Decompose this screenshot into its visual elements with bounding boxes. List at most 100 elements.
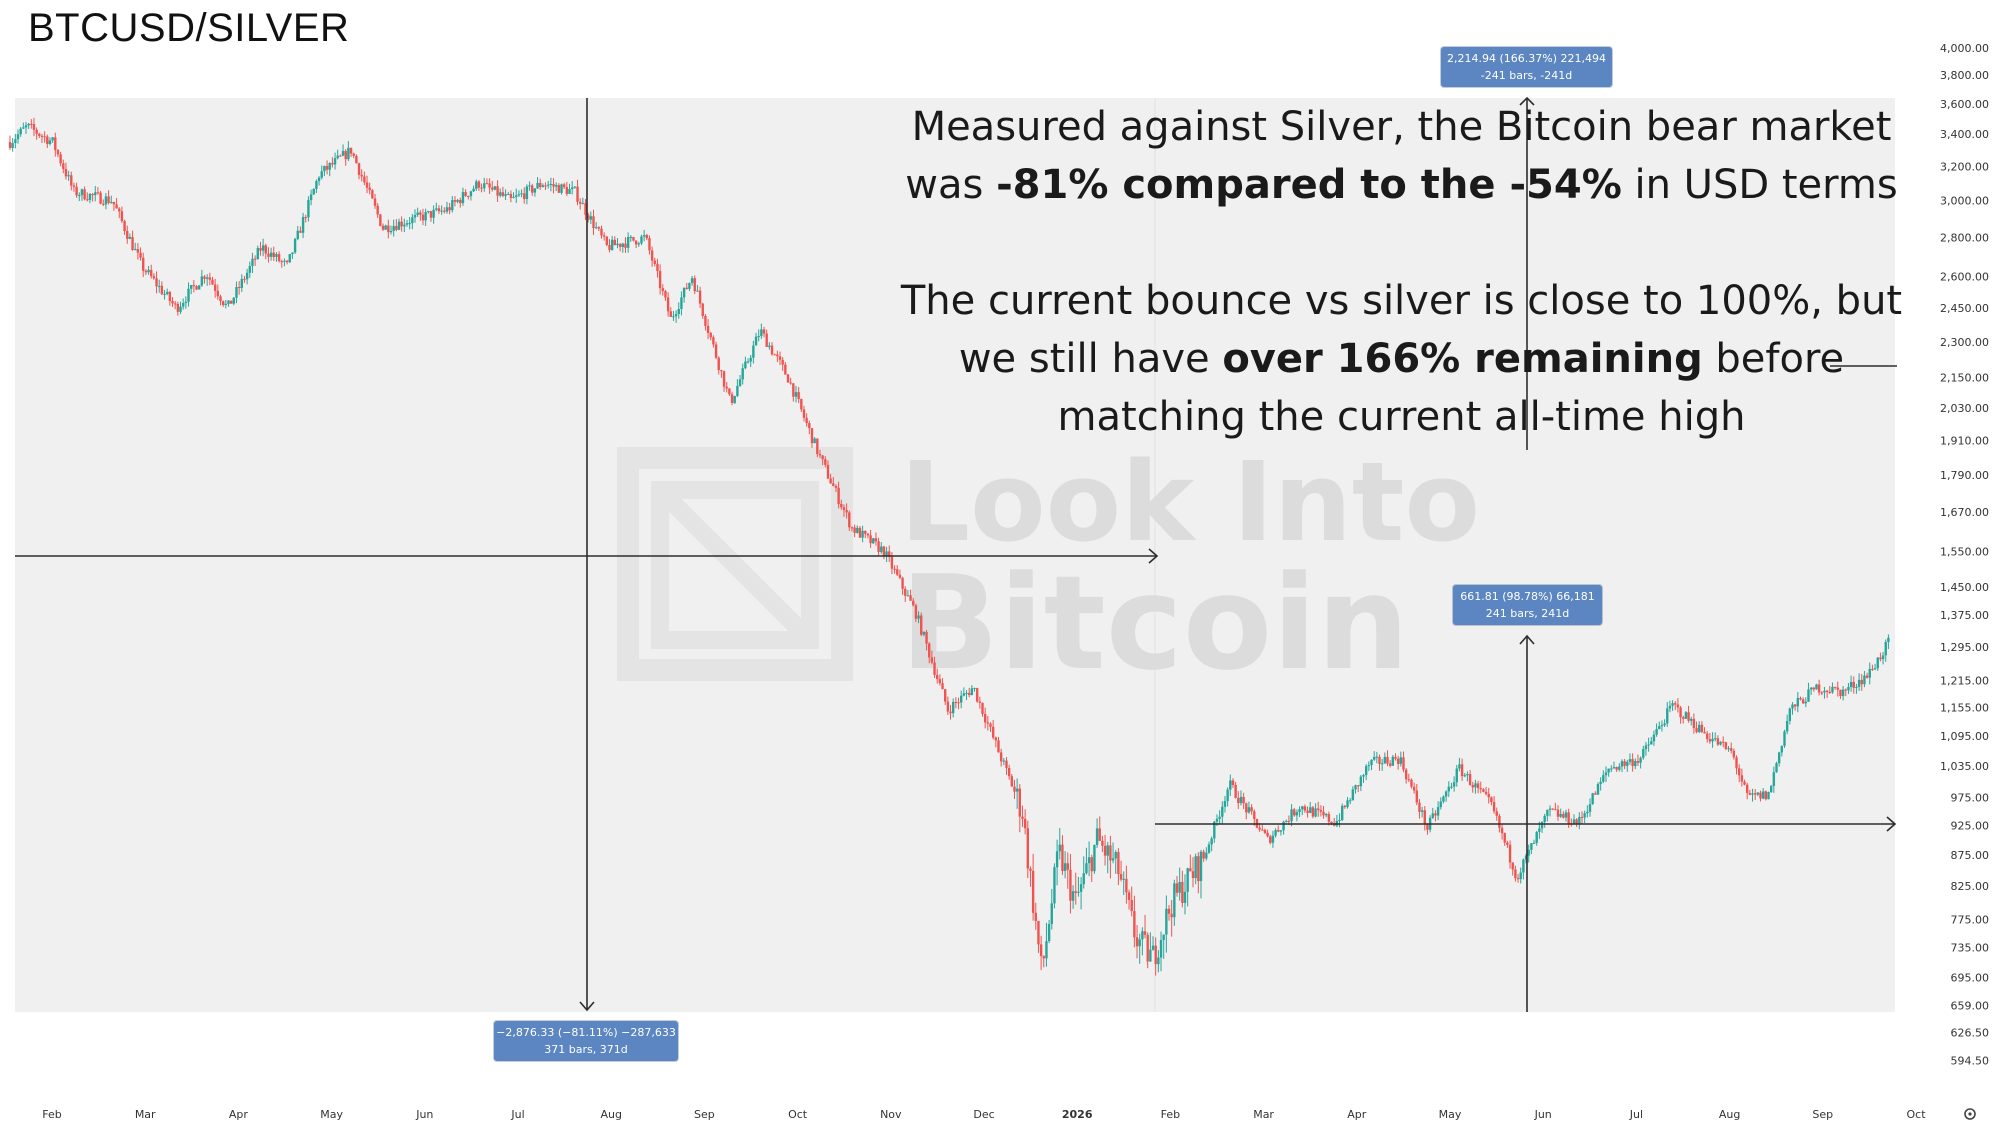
candle-body	[285, 260, 289, 263]
candle-body	[608, 245, 611, 250]
candle-body	[504, 194, 507, 196]
candle-body	[1823, 690, 1826, 693]
candle-body	[1825, 690, 1829, 692]
candle-body	[712, 337, 715, 345]
candle-body	[1711, 738, 1714, 742]
candle-body	[1844, 689, 1847, 691]
candle-body	[421, 214, 425, 221]
candle-body	[1447, 786, 1450, 792]
candle-body	[602, 235, 606, 237]
candle-body	[1804, 701, 1808, 704]
x-tick-label: Sep	[694, 1108, 715, 1121]
candle-body	[267, 253, 270, 257]
candle-body	[1730, 748, 1733, 751]
candle-body	[1069, 869, 1072, 901]
y-tick-label: 1,095.00	[1940, 730, 1989, 743]
candle-body	[1194, 856, 1197, 878]
candle-body	[1716, 738, 1720, 745]
x-tick-label: May	[320, 1108, 343, 1121]
candle-body	[959, 695, 963, 703]
candle-body	[1415, 790, 1419, 803]
candle-body	[14, 139, 17, 144]
candle-body	[1356, 785, 1360, 787]
candle-body	[299, 230, 302, 233]
candle-body	[288, 254, 291, 263]
x-tick-label: May	[1439, 1108, 1462, 1121]
candle-body	[1285, 820, 1288, 822]
candle-body	[1511, 862, 1514, 870]
candle-body	[680, 297, 683, 309]
candle-body	[1751, 793, 1754, 795]
candle-body	[384, 225, 387, 230]
candle-body	[877, 541, 880, 552]
candle-body	[1111, 858, 1115, 861]
candle-body	[1253, 811, 1256, 819]
candle-body	[717, 357, 720, 371]
candle-body	[1839, 689, 1842, 697]
candle-body	[1159, 939, 1163, 958]
x-tick-label: Oct	[788, 1108, 808, 1121]
candle-body	[933, 662, 936, 675]
candle-body	[112, 201, 116, 205]
watermark-line2: Bitcoin	[900, 547, 1409, 699]
candle-body	[1865, 675, 1869, 678]
candle-body	[1218, 816, 1221, 819]
candle-body	[501, 192, 505, 196]
gear-icon[interactable]	[1964, 1108, 1976, 1120]
candle-body	[38, 133, 41, 136]
candle-body	[845, 510, 848, 513]
candle-body	[72, 185, 76, 187]
candle-body	[365, 182, 369, 188]
candle-body	[1407, 779, 1411, 781]
candle-body	[1567, 812, 1570, 824]
candle-body	[1583, 813, 1586, 818]
candle-body	[1047, 924, 1051, 942]
watermark: Look Into Bitcoin	[617, 438, 1480, 699]
candle-body	[1015, 788, 1019, 792]
candle-body	[387, 225, 390, 233]
candle-body	[40, 135, 44, 137]
candle-body	[1242, 796, 1245, 804]
candle-body	[999, 752, 1003, 762]
candle-body	[192, 285, 196, 287]
candle-body	[930, 657, 934, 663]
candle-body	[912, 600, 915, 606]
candle-body	[1644, 745, 1648, 750]
candle-body	[1141, 931, 1144, 940]
candle-body	[1066, 863, 1069, 870]
candle-body	[1759, 792, 1762, 799]
candle-body	[395, 225, 398, 230]
candle-body	[451, 200, 454, 211]
candle-body	[1167, 908, 1171, 914]
candle-body	[1607, 768, 1610, 773]
candle-body	[1295, 812, 1299, 816]
candle-body	[562, 184, 566, 188]
candle-body	[1580, 816, 1584, 818]
candle-body	[653, 260, 656, 264]
candle-body	[1426, 824, 1429, 830]
candle-body	[403, 224, 406, 227]
candle-body	[1631, 759, 1634, 767]
candle-body	[869, 535, 872, 544]
candle-body	[1042, 956, 1045, 959]
candle-body	[1540, 821, 1544, 829]
candle-body	[778, 356, 782, 360]
candle-body	[874, 538, 878, 542]
candle-body	[541, 185, 545, 187]
candle-body	[323, 165, 326, 172]
candle-body	[1498, 815, 1501, 828]
candle-body	[328, 162, 331, 170]
candle-body	[539, 182, 542, 187]
para1-pre: Measured against Silver, the Bitcoin bea…	[905, 104, 1892, 208]
candle-body	[957, 702, 960, 704]
candle-body	[1146, 934, 1149, 962]
candle-body	[1554, 809, 1557, 811]
candle-body	[1418, 802, 1421, 812]
candle-body	[1309, 807, 1312, 813]
candle-body	[1386, 756, 1389, 764]
candle-body	[1239, 796, 1243, 804]
candle-body	[1676, 704, 1680, 708]
candle-body	[381, 225, 385, 230]
candle-body	[1458, 764, 1461, 769]
